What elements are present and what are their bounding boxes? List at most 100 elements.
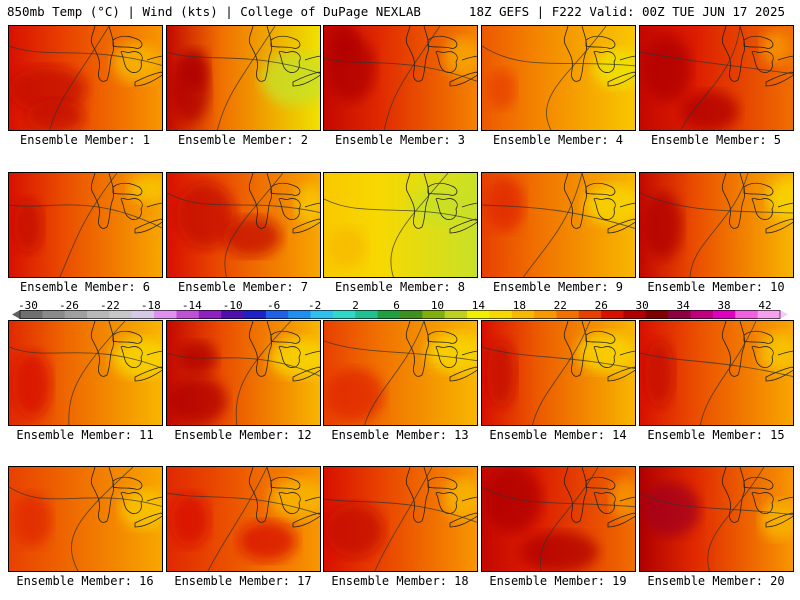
ensemble-member-label: Ensemble Member: 6	[19, 280, 151, 294]
cool-anomaly	[444, 37, 477, 78]
cool-anomaly	[269, 478, 320, 519]
height-contour	[482, 346, 635, 370]
temperature-field	[324, 467, 477, 571]
colorbar-swatch	[332, 310, 356, 319]
warm-anomaly	[486, 69, 516, 110]
ensemble-member-label: Ensemble Member: 19	[489, 574, 627, 588]
warm-anomaly	[644, 340, 674, 408]
colorbar-swatch	[712, 310, 736, 319]
warm-anomaly	[325, 368, 385, 422]
coastline	[146, 55, 162, 61]
warm-anomaly	[170, 493, 210, 547]
cool-anomaly	[576, 332, 635, 373]
height-contour	[482, 204, 635, 229]
warm-anomaly	[680, 90, 739, 130]
height-contour	[522, 173, 583, 277]
coastline	[248, 173, 272, 229]
cool-anomaly	[760, 500, 793, 540]
warm-anomaly	[486, 340, 516, 408]
height-contour	[224, 173, 284, 277]
warm-anomaly	[520, 531, 599, 571]
colorbar-swatch	[109, 310, 133, 319]
coastline	[248, 26, 272, 82]
coastline	[619, 202, 635, 208]
coastline	[435, 51, 458, 73]
cool-anomaly	[767, 179, 793, 220]
colorbar-swatch	[176, 310, 200, 319]
cool-anomaly	[761, 30, 791, 64]
coastline	[90, 467, 114, 523]
coastline	[461, 350, 477, 356]
height-contour	[640, 352, 793, 378]
temperature-field	[9, 26, 162, 130]
height-contour	[9, 486, 162, 507]
ensemble-panel-7	[166, 172, 321, 278]
colorbar-tick-label: 18	[512, 299, 526, 312]
colorbar-swatch	[198, 310, 222, 319]
warm-anomaly	[642, 35, 692, 102]
colorbar-tick-label: -2	[307, 299, 322, 312]
coastline	[765, 512, 793, 528]
cool-anomaly	[610, 478, 635, 519]
coastline	[112, 476, 143, 490]
colorbar-swatch	[444, 310, 468, 319]
colorbar-swatch	[221, 310, 245, 319]
temperature-field	[324, 321, 477, 425]
warm-anomaly	[238, 521, 297, 562]
colorbar-min-arrow	[12, 310, 20, 319]
temperature-field	[640, 467, 793, 571]
colorbar-swatch	[668, 310, 692, 319]
colorbar-swatch	[645, 310, 669, 319]
coastline	[765, 366, 793, 382]
height-contour	[532, 321, 591, 425]
coastline	[563, 173, 587, 229]
colorbar-swatch	[735, 310, 759, 319]
height-contour	[217, 26, 276, 130]
ensemble-member-label: Ensemble Member: 13	[331, 428, 469, 442]
ensemble-member-label: Ensemble Member: 12	[174, 428, 312, 442]
ensemble-panel-20	[639, 466, 794, 572]
ensemble-panel-9	[481, 172, 636, 278]
warm-anomaly	[179, 48, 209, 89]
cool-anomaly	[411, 184, 470, 225]
height-contour	[699, 321, 757, 425]
height-contour	[364, 321, 425, 425]
cool-anomaly	[111, 338, 162, 378]
temperature-field	[9, 467, 162, 571]
coastline	[563, 321, 587, 377]
colorbar-tick-label: -30	[18, 299, 38, 312]
height-contour	[167, 492, 320, 515]
ensemble-member-label: Ensemble Member: 7	[177, 280, 309, 294]
coastline	[292, 366, 320, 382]
coastline	[585, 330, 616, 344]
cool-anomaly	[426, 332, 477, 373]
coastline	[278, 346, 301, 368]
coastline	[593, 51, 616, 73]
ensemble-panel-1	[8, 25, 163, 131]
coastline	[248, 467, 272, 523]
ensemble-member-label: Ensemble Member: 5	[650, 133, 782, 147]
coastline	[435, 198, 458, 220]
coastline	[765, 71, 793, 87]
ensemble-member-label: Ensemble Member: 9	[492, 280, 624, 294]
temperature-field	[9, 321, 162, 425]
temperature-field	[324, 26, 477, 130]
ensemble-panel-15	[639, 320, 794, 426]
coastline	[292, 218, 320, 234]
temperature-field	[9, 173, 162, 277]
height-contour	[640, 51, 793, 75]
colorbar-swatch	[310, 310, 334, 319]
height-contour	[167, 192, 320, 214]
coastline	[120, 346, 143, 368]
height-contour	[640, 492, 793, 516]
coastline	[146, 202, 162, 208]
ensemble-member-label: Ensemble Member: 14	[489, 428, 627, 442]
coastline	[619, 55, 635, 61]
coastline	[90, 26, 114, 82]
coastline	[607, 366, 635, 382]
coastline	[461, 55, 477, 61]
height-contour	[9, 346, 162, 369]
coastline	[134, 366, 162, 382]
height-contour	[68, 321, 126, 425]
coastline	[777, 496, 793, 502]
